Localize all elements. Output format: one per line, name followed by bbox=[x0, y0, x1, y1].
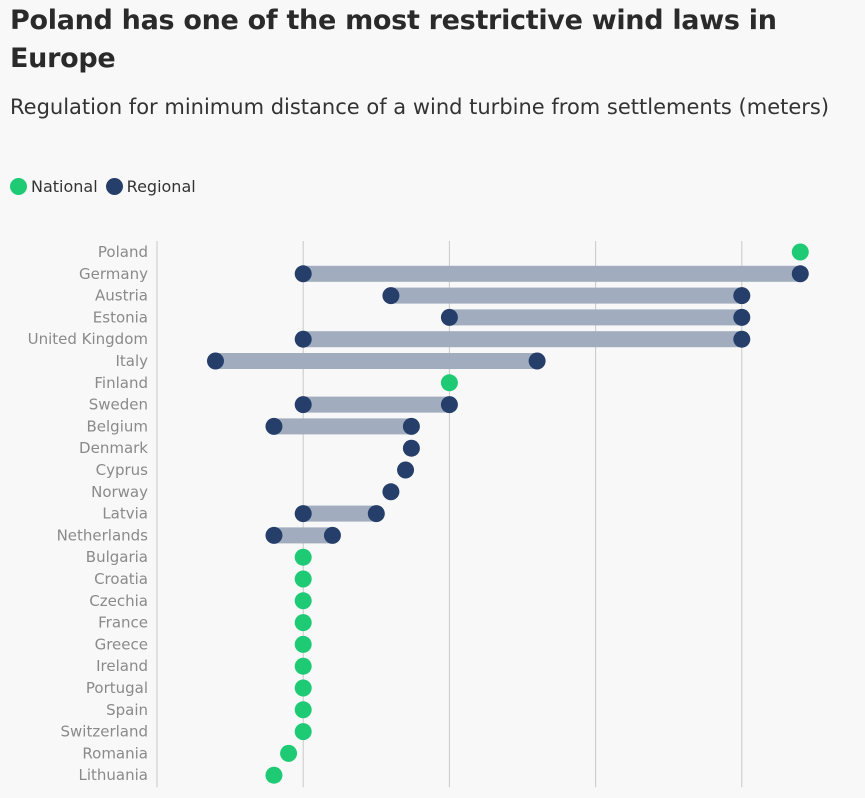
legend-item-national[interactable]: National bbox=[10, 177, 98, 196]
row-label-latvia: Latvia bbox=[102, 505, 148, 523]
point-greece-0[interactable] bbox=[294, 635, 312, 653]
point-latvia-0[interactable] bbox=[294, 505, 312, 523]
row-label-bulgaria: Bulgaria bbox=[86, 548, 148, 566]
legend-item-regional[interactable]: Regional bbox=[105, 177, 196, 196]
point-belgium-0[interactable] bbox=[265, 417, 283, 435]
range-bar-austria bbox=[390, 287, 742, 304]
row-label-austria: Austria bbox=[95, 287, 148, 305]
row-label-germany: Germany bbox=[79, 265, 148, 283]
legend-swatch-regional bbox=[105, 178, 123, 195]
row-label-romania: Romania bbox=[82, 744, 148, 762]
point-italy-0[interactable] bbox=[206, 352, 224, 370]
point-lithuania-0[interactable] bbox=[265, 766, 283, 784]
point-portugal-0[interactable] bbox=[294, 679, 312, 697]
legend-label-national: National bbox=[31, 177, 98, 196]
chart-subtitle: Regulation for minimum distance of a win… bbox=[10, 95, 830, 119]
point-belgium-1[interactable] bbox=[402, 417, 420, 435]
point-switzerland-0[interactable] bbox=[294, 723, 312, 741]
row-label-spain: Spain bbox=[106, 701, 148, 719]
point-romania-0[interactable] bbox=[280, 744, 298, 762]
row-label-poland: Poland bbox=[98, 243, 148, 261]
row-label-estonia: Estonia bbox=[93, 308, 148, 326]
point-latvia-1[interactable] bbox=[367, 505, 385, 523]
range-bar-germany bbox=[303, 265, 801, 282]
point-italy-1[interactable] bbox=[528, 352, 546, 370]
range-bar-estonia bbox=[449, 309, 742, 326]
range-bar-latvia bbox=[303, 505, 377, 522]
point-poland-0[interactable] bbox=[791, 243, 809, 261]
row-label-ireland: Ireland bbox=[96, 657, 148, 675]
row-label-cyprus: Cyprus bbox=[96, 461, 149, 479]
range-bar-netherlands bbox=[273, 527, 333, 544]
point-germany-0[interactable] bbox=[294, 265, 312, 283]
point-norway-0[interactable] bbox=[382, 483, 400, 501]
point-finland-0[interactable] bbox=[440, 374, 458, 392]
point-denmark-0[interactable] bbox=[402, 439, 420, 457]
range-bar-belgium bbox=[273, 418, 412, 435]
range-bar-sweden bbox=[303, 396, 450, 413]
point-netherlands-1[interactable] bbox=[323, 526, 341, 544]
range-bar-italy bbox=[215, 353, 538, 369]
legend-swatch-national bbox=[10, 178, 27, 195]
point-spain-0[interactable] bbox=[294, 701, 312, 719]
row-label-switzerland: Switzerland bbox=[61, 723, 149, 741]
row-label-czechia: Czechia bbox=[89, 592, 148, 610]
row-label-sweden: Sweden bbox=[89, 396, 148, 414]
row-label-portugal: Portugal bbox=[86, 679, 148, 697]
point-united-kingdom-0[interactable] bbox=[294, 330, 312, 348]
point-bulgaria-0[interactable] bbox=[294, 548, 312, 566]
row-label-netherlands: Netherlands bbox=[57, 526, 149, 544]
chart-title: Poland has one of the most restrictive w… bbox=[10, 5, 777, 74]
row-label-united-kingdom: United Kingdom bbox=[28, 330, 148, 348]
point-united-kingdom-1[interactable] bbox=[733, 330, 751, 348]
row-label-belgium: Belgium bbox=[87, 417, 149, 435]
range-bar-united-kingdom bbox=[303, 331, 742, 348]
row-label-france: France bbox=[98, 614, 148, 632]
legend: National Regional bbox=[10, 177, 204, 196]
dumbbell-chart: Poland Germany Austria Estonia United Kingdo… bbox=[28, 241, 809, 788]
point-austria-0[interactable] bbox=[382, 287, 400, 305]
point-estonia-0[interactable] bbox=[440, 308, 458, 326]
point-cyprus-0[interactable] bbox=[397, 461, 415, 479]
row-label-italy: Italy bbox=[115, 352, 148, 370]
point-netherlands-0[interactable] bbox=[265, 526, 283, 544]
legend-label-regional: Regional bbox=[126, 177, 196, 196]
point-ireland-0[interactable] bbox=[294, 657, 312, 675]
point-austria-1[interactable] bbox=[733, 287, 751, 305]
row-label-finland: Finland bbox=[94, 374, 148, 392]
row-label-croatia: Croatia bbox=[94, 570, 148, 588]
point-czechia-0[interactable] bbox=[294, 592, 312, 610]
row-label-norway: Norway bbox=[91, 483, 148, 501]
point-germany-1[interactable] bbox=[791, 265, 809, 283]
point-estonia-1[interactable] bbox=[733, 308, 751, 326]
point-sweden-0[interactable] bbox=[294, 396, 312, 414]
row-label-denmark: Denmark bbox=[79, 439, 148, 457]
row-label-lithuania: Lithuania bbox=[79, 766, 148, 784]
point-france-0[interactable] bbox=[294, 614, 312, 632]
row-label-greece: Greece bbox=[95, 635, 148, 653]
point-croatia-0[interactable] bbox=[294, 570, 312, 588]
point-sweden-1[interactable] bbox=[440, 396, 458, 414]
